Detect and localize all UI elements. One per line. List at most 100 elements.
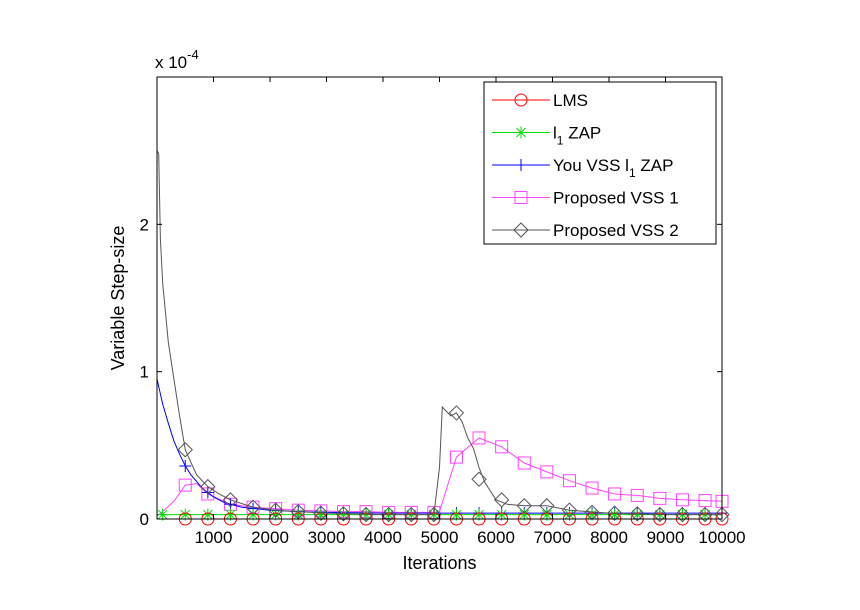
- legend-label-text: Proposed VSS 2: [553, 221, 679, 240]
- series-line: [156, 150, 722, 516]
- data-point-marker: [606, 505, 623, 521]
- data-point-marker: [292, 508, 305, 521]
- data-point-marker: [471, 471, 487, 487]
- legend-label: Proposed VSS 2: [553, 221, 679, 240]
- legend-label-text: l: [553, 124, 557, 143]
- data-point-marker: [156, 508, 169, 521]
- legend-marker: [515, 126, 527, 139]
- data-point-marker: [495, 440, 509, 454]
- data-point-marker: [448, 405, 465, 421]
- x-tick-label: 8000: [590, 528, 628, 547]
- data-point-marker: [426, 506, 442, 523]
- legend-marker: [513, 222, 529, 238]
- data-point-marker: [714, 506, 730, 523]
- data-point-marker: [450, 508, 463, 521]
- data-point-marker: [337, 508, 350, 521]
- data-point-marker: [200, 478, 216, 495]
- data-point-marker: [403, 506, 419, 523]
- data-point-marker: [380, 506, 397, 523]
- data-point-marker: [245, 499, 261, 515]
- legend-label-text: LMS: [553, 91, 588, 110]
- data-point-marker: [630, 488, 644, 502]
- legend-entry: You VSS l1 ZAP: [492, 156, 673, 180]
- legend-label: You VSS l1 ZAP: [553, 156, 673, 180]
- data-point-marker: [631, 508, 644, 521]
- data-point-marker: [563, 508, 576, 521]
- y-tick-label: 2: [140, 215, 149, 234]
- legend-entry: Proposed VSS 2: [492, 221, 679, 240]
- data-point-marker: [472, 431, 486, 445]
- legend-entry: LMS: [492, 91, 588, 110]
- legend-marker: [515, 159, 527, 171]
- legend-label-suffix: ZAP: [636, 156, 674, 175]
- data-point-marker: [473, 508, 486, 521]
- legend-label-subscript: 1: [629, 166, 636, 180]
- legend-label: Proposed VSS 1: [553, 189, 679, 208]
- data-point-marker: [697, 506, 713, 523]
- data-point-marker: [652, 506, 668, 523]
- data-point-marker: [518, 508, 531, 521]
- legend-label-subscript: 1: [557, 134, 564, 148]
- x-tick-label: 7000: [534, 528, 572, 547]
- y-axis-label: Variable Step-size: [108, 226, 128, 371]
- legend-box: [483, 81, 717, 245]
- data-point-marker: [516, 498, 532, 514]
- data-point-marker: [562, 474, 576, 488]
- x-tick-label: 1000: [195, 528, 233, 547]
- x-tick-label: 4000: [364, 528, 402, 547]
- data-point-marker: [449, 450, 463, 464]
- x-tick-label: 9000: [647, 528, 685, 547]
- y-axis-exponent-base: x 10: [155, 53, 187, 72]
- axes-layer: 1000 2000 3000 4000 5000 6000 7000 8000 9000 1000…: [140, 77, 746, 547]
- data-point-marker: [540, 508, 553, 521]
- data-point-marker: [224, 508, 237, 521]
- legend-label-suffix: ZAP: [563, 124, 601, 143]
- series-5: [156, 150, 730, 523]
- data-point-marker: [269, 508, 282, 521]
- data-point-marker: [358, 506, 374, 523]
- data-point-marker: [495, 508, 508, 521]
- x-tick-label: 10000: [698, 528, 745, 547]
- data-point-marker: [674, 506, 691, 523]
- data-point-marker: [540, 465, 554, 479]
- data-point-marker: [698, 494, 712, 508]
- data-point-marker: [335, 506, 352, 522]
- legend-marker: [514, 93, 528, 107]
- data-point-marker: [517, 456, 531, 470]
- x-tick-label: 5000: [421, 528, 459, 547]
- data-point-marker: [539, 498, 555, 514]
- data-point-marker: [201, 486, 214, 499]
- data-point-marker: [314, 508, 327, 521]
- data-point-marker: [313, 505, 329, 521]
- data-point-marker: [179, 508, 192, 521]
- data-point-marker: [608, 508, 621, 521]
- legend-label-text: Proposed VSS 1: [553, 189, 679, 208]
- data-point-marker: [675, 493, 689, 507]
- x-tick-label: 3000: [308, 528, 346, 547]
- legend-marker: [514, 191, 528, 204]
- data-point-marker: [561, 502, 578, 518]
- data-point-marker: [585, 481, 599, 495]
- data-point-marker: [178, 478, 192, 492]
- data-point-marker: [629, 506, 645, 522]
- data-point-marker: [179, 459, 192, 472]
- legend-label: l1 ZAP: [553, 124, 601, 148]
- x-axis-label: Iterations: [402, 553, 476, 573]
- data-point-marker: [267, 502, 284, 518]
- data-point-marker: [586, 508, 599, 521]
- data-point-marker: [493, 492, 510, 508]
- legend-label-text: You VSS l: [553, 156, 629, 175]
- data-point-marker: [177, 442, 193, 458]
- legend-label: LMS: [553, 91, 588, 110]
- y-tick-label: 0: [140, 510, 149, 529]
- x-tick-label: 6000: [477, 528, 515, 547]
- x-tick-label: 2000: [251, 528, 289, 547]
- y-axis-exponent: x 10-4: [155, 47, 199, 72]
- y-axis-exponent-power: -4: [187, 47, 199, 62]
- data-point-marker: [222, 492, 239, 508]
- data-point-marker: [201, 508, 214, 521]
- data-point-marker: [653, 491, 667, 505]
- data-point-marker: [608, 487, 622, 501]
